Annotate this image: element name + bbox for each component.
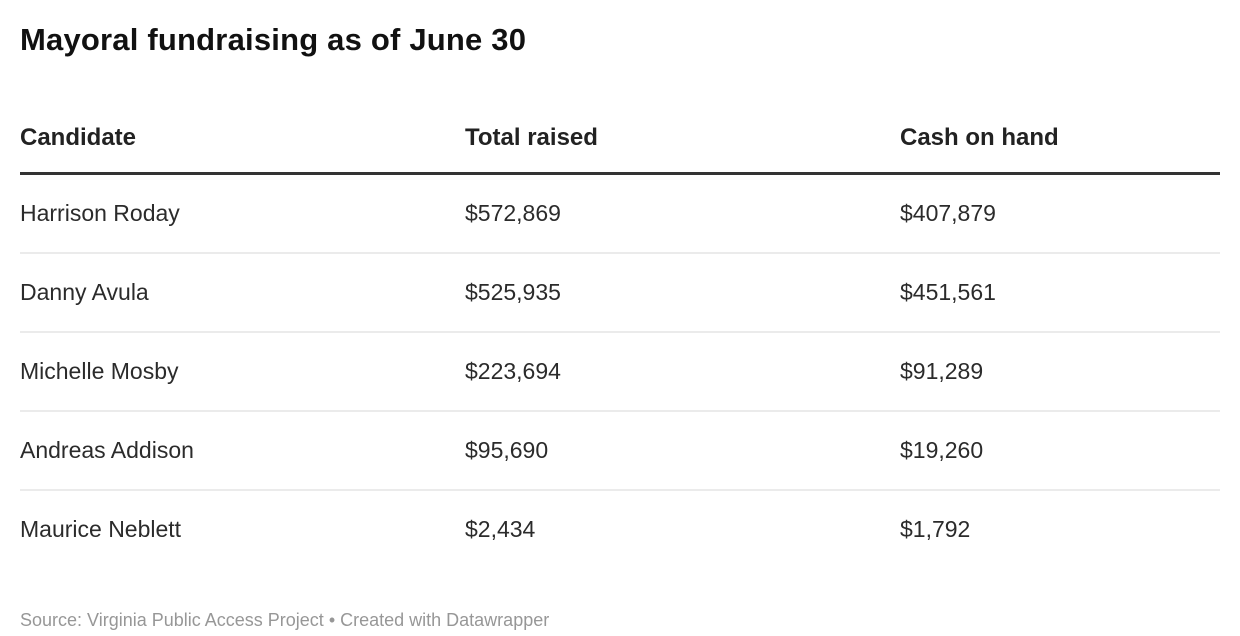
cash-on-hand-value: $407,879 xyxy=(900,173,1220,254)
total-raised-value: $223,694 xyxy=(465,332,900,412)
total-raised-value: $525,935 xyxy=(465,253,900,333)
candidate-name: Michelle Mosby xyxy=(20,332,465,412)
total-raised-value: $95,690 xyxy=(465,411,900,491)
column-header-cash-on-hand: Cash on hand xyxy=(900,124,1220,175)
column-header-candidate: Candidate xyxy=(20,124,465,175)
cash-on-hand-value: $451,561 xyxy=(900,253,1220,333)
table-header-row: Candidate Total raised Cash on hand xyxy=(20,124,1220,175)
cash-on-hand-value: $1,792 xyxy=(900,516,971,542)
fundraising-table: Candidate Total raised Cash on hand Harr… xyxy=(20,124,1220,568)
candidate-name: Danny Avula xyxy=(20,253,465,333)
candidate-name: Andreas Addison xyxy=(20,411,465,491)
candidate-name: Maurice Neblett xyxy=(20,516,182,542)
table-header: Candidate Total raised Cash on hand xyxy=(20,124,1220,175)
table-body: Harrison Roday $572,869 $407,879 Danny A… xyxy=(20,173,1220,569)
column-header-total-raised: Total raised xyxy=(465,124,900,175)
candidate-name: Harrison Roday xyxy=(20,173,465,254)
source-attribution: Source: Virginia Public Access Project •… xyxy=(20,610,550,630)
table-row: Andreas Addison $95,690 $19,260 xyxy=(20,411,1220,491)
chart-title: Mayoral fundraising as of June 30 xyxy=(20,22,527,57)
total-raised-value: $2,434 xyxy=(465,516,536,542)
table-row: Harrison Roday $572,869 $407,879 xyxy=(20,173,1220,254)
table-row: Danny Avula $525,935 $451,561 xyxy=(20,253,1220,333)
table-row: Michelle Mosby $223,694 $91,289 xyxy=(20,332,1220,412)
cash-on-hand-value: $19,260 xyxy=(900,411,1220,491)
total-raised-value: $572,869 xyxy=(465,173,900,254)
cash-on-hand-value: $91,289 xyxy=(900,332,1220,412)
table-row: Maurice Neblett $2,434 $1,792 xyxy=(20,490,1220,568)
